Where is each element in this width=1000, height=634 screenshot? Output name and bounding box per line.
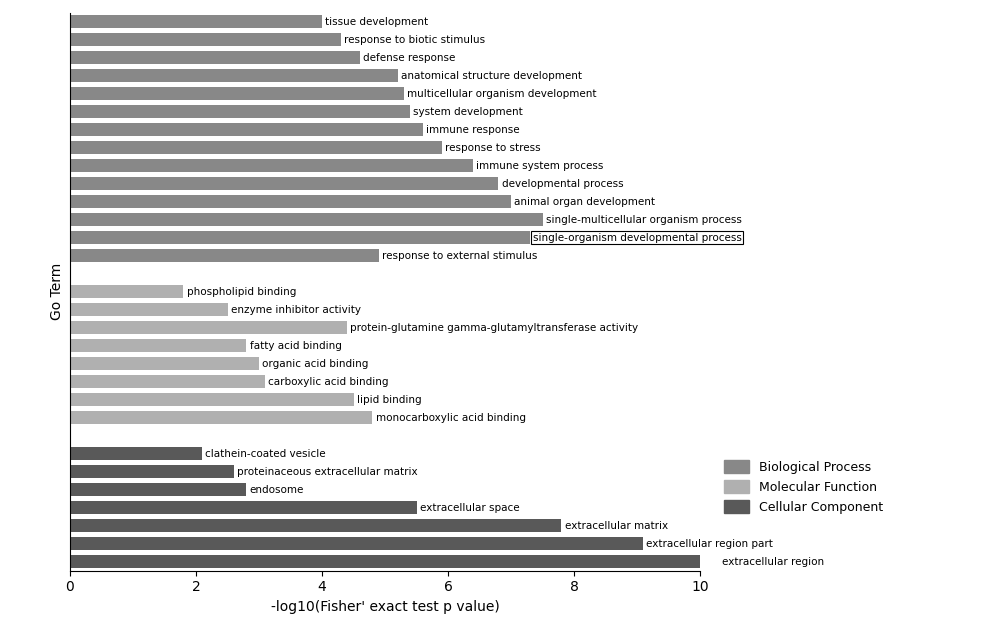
Text: extracellular region part: extracellular region part	[646, 539, 773, 548]
Bar	[70, 213, 542, 226]
Text: fatty acid binding: fatty acid binding	[250, 340, 341, 351]
Text: defense response: defense response	[363, 53, 455, 63]
Bar	[70, 159, 473, 172]
Text: single-multicellular organism process: single-multicellular organism process	[546, 215, 742, 224]
Bar	[70, 231, 530, 244]
Text: developmental process: developmental process	[502, 179, 623, 189]
Bar	[70, 51, 360, 65]
Bar	[70, 105, 410, 119]
Text: anatomical structure development: anatomical structure development	[401, 70, 582, 81]
Text: response to stress: response to stress	[445, 143, 540, 153]
Text: enzyme inhibitor activity: enzyme inhibitor activity	[231, 305, 361, 314]
Text: clathein-coated vesicle: clathein-coated vesicle	[205, 449, 326, 458]
Text: organic acid binding: organic acid binding	[262, 359, 369, 368]
Text: extracellular space: extracellular space	[420, 503, 519, 513]
Bar	[70, 537, 643, 550]
Text: endosome: endosome	[250, 484, 304, 495]
Text: phospholipid binding: phospholipid binding	[187, 287, 296, 297]
Text: tissue development: tissue development	[325, 16, 428, 27]
Bar	[70, 483, 246, 496]
Text: immune system process: immune system process	[476, 160, 604, 171]
Y-axis label: Go Term: Go Term	[50, 263, 64, 320]
Bar	[70, 465, 234, 479]
Text: single-organism developmental process: single-organism developmental process	[533, 233, 742, 243]
Bar	[70, 321, 347, 334]
Bar	[70, 555, 719, 568]
Text: proteinaceous extracellular matrix: proteinaceous extracellular matrix	[237, 467, 418, 477]
Bar	[70, 285, 183, 299]
Bar	[70, 393, 354, 406]
Bar	[70, 447, 202, 460]
Bar	[70, 123, 423, 136]
Bar	[70, 339, 246, 353]
Text: extracellular region: extracellular region	[722, 557, 824, 567]
Bar	[70, 195, 511, 209]
Text: lipid binding: lipid binding	[357, 394, 421, 404]
Bar	[70, 519, 561, 533]
Text: immune response: immune response	[426, 125, 520, 134]
Text: extracellular matrix: extracellular matrix	[565, 521, 668, 531]
Text: monocarboxylic acid binding: monocarboxylic acid binding	[376, 413, 526, 423]
Bar	[70, 501, 416, 514]
Bar	[70, 69, 398, 82]
Bar	[70, 33, 341, 46]
Text: multicellular organism development: multicellular organism development	[407, 89, 597, 99]
Text: response to biotic stimulus: response to biotic stimulus	[344, 35, 485, 44]
Bar	[70, 15, 322, 29]
Bar	[70, 141, 442, 155]
Text: protein-glutamine gamma-glutamyltransferase activity: protein-glutamine gamma-glutamyltransfer…	[350, 323, 638, 333]
Text: system development: system development	[413, 107, 523, 117]
Bar	[70, 411, 372, 424]
Bar	[70, 375, 265, 389]
Text: animal organ development: animal organ development	[514, 197, 655, 207]
Bar	[70, 357, 259, 370]
Text: carboxylic acid binding: carboxylic acid binding	[268, 377, 389, 387]
Bar	[70, 177, 498, 190]
Legend: Biological Process, Molecular Function, Cellular Component: Biological Process, Molecular Function, …	[719, 455, 888, 519]
Bar	[70, 303, 228, 316]
Bar	[70, 249, 379, 262]
Text: response to external stimulus: response to external stimulus	[382, 250, 537, 261]
Bar	[70, 87, 404, 100]
X-axis label: -log10(Fisher' exact test p value): -log10(Fisher' exact test p value)	[271, 600, 499, 614]
